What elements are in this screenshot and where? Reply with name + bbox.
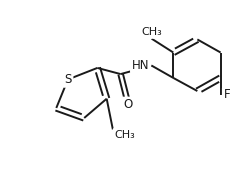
Text: HN: HN bbox=[132, 59, 149, 72]
Text: CH₃: CH₃ bbox=[141, 27, 162, 37]
Text: CH₃: CH₃ bbox=[114, 130, 135, 140]
Text: O: O bbox=[124, 98, 133, 111]
Text: S: S bbox=[64, 73, 72, 86]
Text: F: F bbox=[224, 88, 230, 101]
